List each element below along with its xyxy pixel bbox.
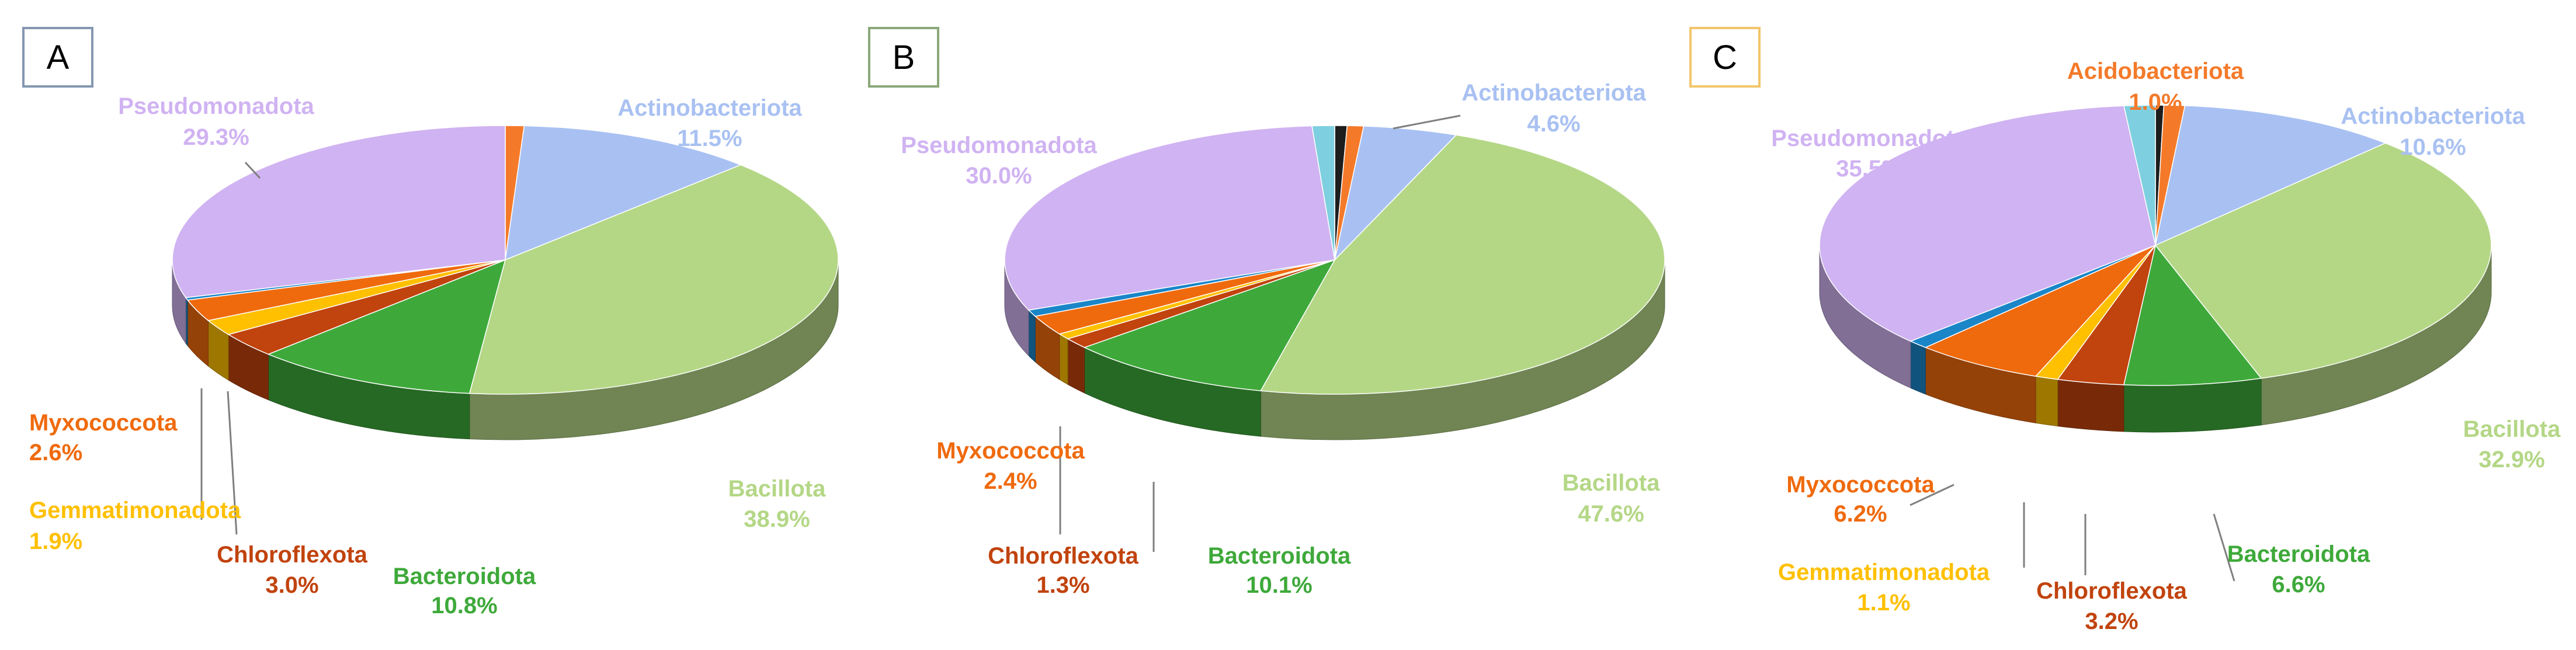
slice-actinobacteriota [505, 125, 742, 261]
slice-percent-myxococcota: 6.2% [1834, 501, 1887, 527]
slice-percent-pseudomonadota: 35.5% [1836, 156, 1902, 182]
side-wall-gemmatimonadota [2035, 376, 2058, 427]
side-wall-other [1028, 309, 1036, 363]
slice-label-bacteroidota: Bacteroidota [393, 564, 536, 589]
leader-line-bacteroidota [2213, 513, 2235, 582]
pie-chart-a: A Actinobacteriota 11.5% Bacillota 38.9% Bact… [22, 27, 839, 618]
slice-percent-chloroflexota: 3.2% [2085, 609, 2138, 634]
panel-letter: A [47, 39, 70, 77]
slice-percent-actinobacteriota: 11.5% [677, 126, 742, 151]
pie-slices [172, 125, 839, 395]
slice-label-bacillota: Bacillota [2463, 416, 2561, 442]
slice-actinobacteriota [1334, 126, 1457, 262]
slice-percent-myxococcota: 2.6% [29, 440, 82, 465]
slice-label-myxococcota: Myxococcota [1786, 472, 1935, 498]
panel-letter-box [1689, 27, 1761, 88]
slice-label-pseudomonadota: Pseudomonadota [901, 133, 1097, 158]
pie-chart-b: B Actinobacteriota 4.6% Bacillota 47.6% Bacte… [868, 27, 1665, 598]
slice-pseudomonadota [1819, 105, 2156, 342]
slice-percent-bacteroidota: 10.8% [431, 593, 497, 618]
slice-pseudomonadota [172, 125, 506, 298]
panel-letter: C [1713, 39, 1737, 77]
slice-percent-gemmatimonadota: 1.9% [29, 529, 82, 554]
slice-percent-pseudomonadota: 29.3% [183, 124, 249, 150]
slice-percent-bacillota: 32.9% [2478, 447, 2544, 472]
slice-label-pseudomonadota: Pseudomonadota [1771, 126, 1967, 151]
slice-percent-chloroflexota: 3.0% [265, 572, 318, 598]
slice-label-gemmatimonadota: Gemmatimonadota [29, 498, 241, 523]
slice-label-actinobacteriota: Actinobacteriota [617, 95, 802, 121]
panel-letter-box [22, 27, 93, 88]
slice-percent-bacillota: 38.9% [744, 506, 810, 532]
side-wall-chloroflexota [2057, 379, 2124, 432]
slice-percent-chloroflexota: 1.3% [1036, 572, 1089, 598]
slice-minor [1311, 125, 1335, 260]
slice-label-bacillota: Bacillota [1563, 470, 1660, 496]
slice-percent-pseudomonadota: 30.0% [966, 163, 1032, 189]
side-wall-chloroflexota [1067, 338, 1085, 394]
slice-percent-acidobacteriota: 1.0% [2129, 89, 2182, 115]
slice-bacteroidota [267, 259, 506, 394]
leader-line-myxococcota [1910, 484, 1954, 506]
slice-label-chloroflexota: Chloroflexota [2036, 578, 2188, 604]
slice-labels: Actinobacteriota 4.6% Bacillota 47.6% Bacter… [901, 80, 1660, 598]
slice-label-myxococcota: Myxococcota [936, 438, 1085, 464]
slice-labels: Acidobacteriota 1.0% Actinobacteriota 10.6%… [1771, 58, 2561, 634]
panel-letter: B [893, 39, 915, 77]
slice-minor [2123, 105, 2156, 246]
slice-labels: Actinobacteriota 11.5% Bacillota 38.9% Bacte… [29, 93, 826, 618]
slice-label-chloroflexota: Chloroflexota [988, 543, 1139, 569]
slice-bacteroidota [1083, 259, 1336, 391]
slice-actinobacteriota [2154, 105, 2387, 246]
slice-pseudomonadota [1004, 125, 1335, 311]
side-wall-other [1910, 340, 1926, 395]
side-wall-gemmatimonadota [1059, 333, 1068, 385]
slice-bacteroidota [2123, 244, 2262, 386]
pie-slices [1819, 105, 2492, 386]
leader-line-chloroflexota [227, 391, 238, 535]
slice-label-myxococcota: Myxococcota [29, 410, 178, 436]
pie-side-walls [1004, 259, 1665, 440]
leader-line-actinobacteriota [1393, 114, 1461, 130]
slice-percent-myxococcota: 2.4% [984, 468, 1037, 494]
slice-bacillota [1260, 134, 1665, 395]
slice-label-chloroflexota: Chloroflexota [217, 542, 368, 568]
pie-chart-c: C Acidobacteriota 1.0% Actinobacteriota 10.6… [1689, 27, 2561, 634]
slice-label-bacteroidota: Bacteroidota [1208, 543, 1351, 569]
panel-letter-box [868, 27, 939, 88]
slice-percent-actinobacteriota: 10.6% [2400, 134, 2466, 160]
slice-label-actinobacteriota: Actinobacteriota [1461, 80, 1646, 106]
slice-percent-bacteroidota: 10.1% [1246, 572, 1312, 598]
pie-side-walls [1819, 245, 2492, 433]
slice-label-acidobacteriota: Acidobacteriota [2067, 58, 2244, 84]
slice-label-bacillota: Bacillota [728, 476, 826, 502]
pie-slices [1004, 125, 1665, 395]
leader-line-pseudomonadota [244, 161, 261, 179]
side-wall-bacteroidota [2123, 378, 2262, 433]
slice-percent-bacillota: 47.6% [1578, 501, 1644, 527]
slice-bacillota [2154, 142, 2492, 379]
slice-percent-bacteroidota: 6.6% [2272, 572, 2325, 597]
slice-myxococcota [1924, 245, 2156, 377]
slice-percent-gemmatimonadota: 1.1% [1857, 590, 1910, 616]
slice-percent-actinobacteriota: 4.6% [1527, 111, 1580, 137]
slice-label-actinobacteriota: Actinobacteriota [2341, 103, 2525, 129]
slice-label-gemmatimonadota: Gemmatimonadota [1778, 559, 1990, 585]
slice-label-pseudomonadota: Pseudomonadota [118, 93, 314, 119]
slice-label-bacteroidota: Bacteroidota [2227, 541, 2370, 567]
slice-bacillota [468, 164, 839, 395]
